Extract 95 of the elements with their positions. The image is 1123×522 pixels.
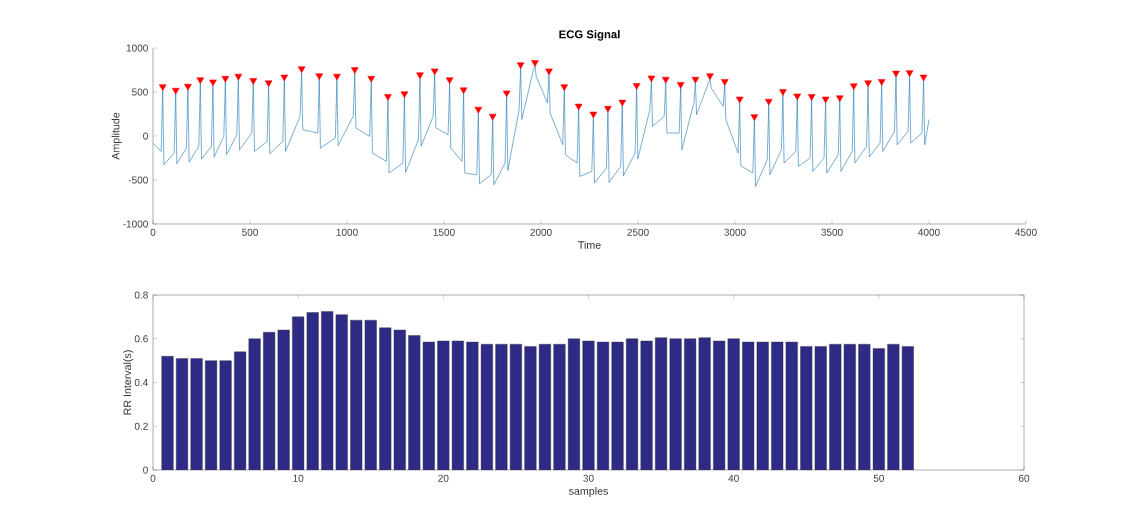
point (264, 80, 273, 88)
x-axis-title: Time (578, 240, 601, 249)
point (864, 80, 872, 88)
point (877, 79, 886, 86)
x-tick-label: 60 (1018, 474, 1030, 482)
chart-title: ECG Signal (559, 30, 620, 41)
point (333, 73, 341, 81)
point (502, 90, 511, 98)
x-tick-label: 500 (242, 228, 258, 236)
point (488, 113, 497, 121)
point (647, 75, 656, 83)
point (604, 106, 612, 113)
x-tick-label: 1500 (433, 228, 455, 236)
point (632, 83, 641, 90)
x-tick-label: 30 (583, 474, 594, 482)
point (158, 84, 167, 91)
x-tick-label: 0 (150, 474, 156, 482)
point (367, 76, 375, 83)
point (560, 84, 569, 91)
point (234, 73, 243, 81)
y-tick-label: 0.8 (134, 291, 148, 299)
point (836, 95, 844, 102)
point (691, 76, 700, 84)
bar (553, 344, 566, 470)
bar (611, 341, 624, 470)
bar (582, 340, 595, 470)
point (196, 77, 205, 84)
point (209, 79, 217, 87)
y-tick-label: 0 (143, 132, 148, 140)
x-tick-label: 40 (728, 474, 739, 482)
bar (190, 358, 203, 470)
point (297, 66, 306, 73)
x-tick-label: 1000 (336, 228, 358, 236)
x-axis-title: samples (568, 486, 608, 497)
point (821, 96, 830, 104)
bar (538, 344, 551, 470)
point (445, 77, 454, 84)
point (474, 106, 483, 114)
point (892, 70, 900, 78)
point (516, 62, 525, 69)
point (315, 73, 323, 80)
point (850, 83, 858, 91)
point (351, 67, 359, 74)
point (765, 98, 773, 106)
y-tick-label: 0.2 (134, 422, 148, 430)
point (400, 91, 409, 99)
bar (161, 356, 174, 470)
point (676, 82, 685, 89)
point (807, 94, 816, 101)
point (249, 78, 258, 85)
y-tick-label: -500 (128, 176, 148, 184)
point (919, 74, 928, 82)
y-tick-label: 0.6 (134, 335, 148, 343)
bar (597, 341, 610, 470)
point (171, 87, 180, 95)
y-tick-label: 1000 (126, 44, 148, 52)
y-tick-label: -1000 (123, 220, 148, 228)
y-tick-label: 0.4 (134, 378, 148, 387)
x-tick-label: 4000 (918, 228, 940, 236)
x-tick-label: 50 (873, 474, 884, 482)
point (793, 93, 802, 101)
point (574, 103, 583, 111)
point (706, 73, 714, 80)
point (618, 99, 627, 107)
point (416, 72, 424, 80)
point (280, 74, 289, 82)
x-tick-label: 3000 (724, 228, 746, 236)
bar (176, 358, 189, 470)
x-tick-label: 0 (150, 228, 156, 236)
y-tick-label: 500 (132, 88, 148, 96)
x-tick-label: 3500 (821, 228, 843, 236)
point (531, 60, 539, 67)
point (430, 68, 439, 76)
y-axis-title: RR Interval(s) (123, 350, 134, 415)
point (221, 76, 230, 83)
x-tick-label: 4500 (1015, 228, 1037, 236)
point (184, 84, 192, 91)
x-tick-label: 10 (293, 474, 304, 482)
y-tick-label: 0 (143, 466, 148, 474)
point (384, 94, 392, 101)
point (720, 79, 729, 86)
x-tick-label: 20 (438, 474, 449, 482)
point (750, 114, 759, 121)
point (589, 111, 598, 119)
bar (524, 346, 537, 470)
point (735, 96, 744, 104)
point (545, 68, 553, 76)
y-axis-title: Amplitude (111, 112, 122, 160)
point (905, 70, 914, 77)
point (779, 89, 787, 96)
bar (567, 338, 580, 470)
x-tick-label: 2000 (530, 228, 552, 236)
x-tick-label: 2500 (627, 228, 649, 236)
point (662, 76, 670, 84)
point (459, 87, 468, 95)
